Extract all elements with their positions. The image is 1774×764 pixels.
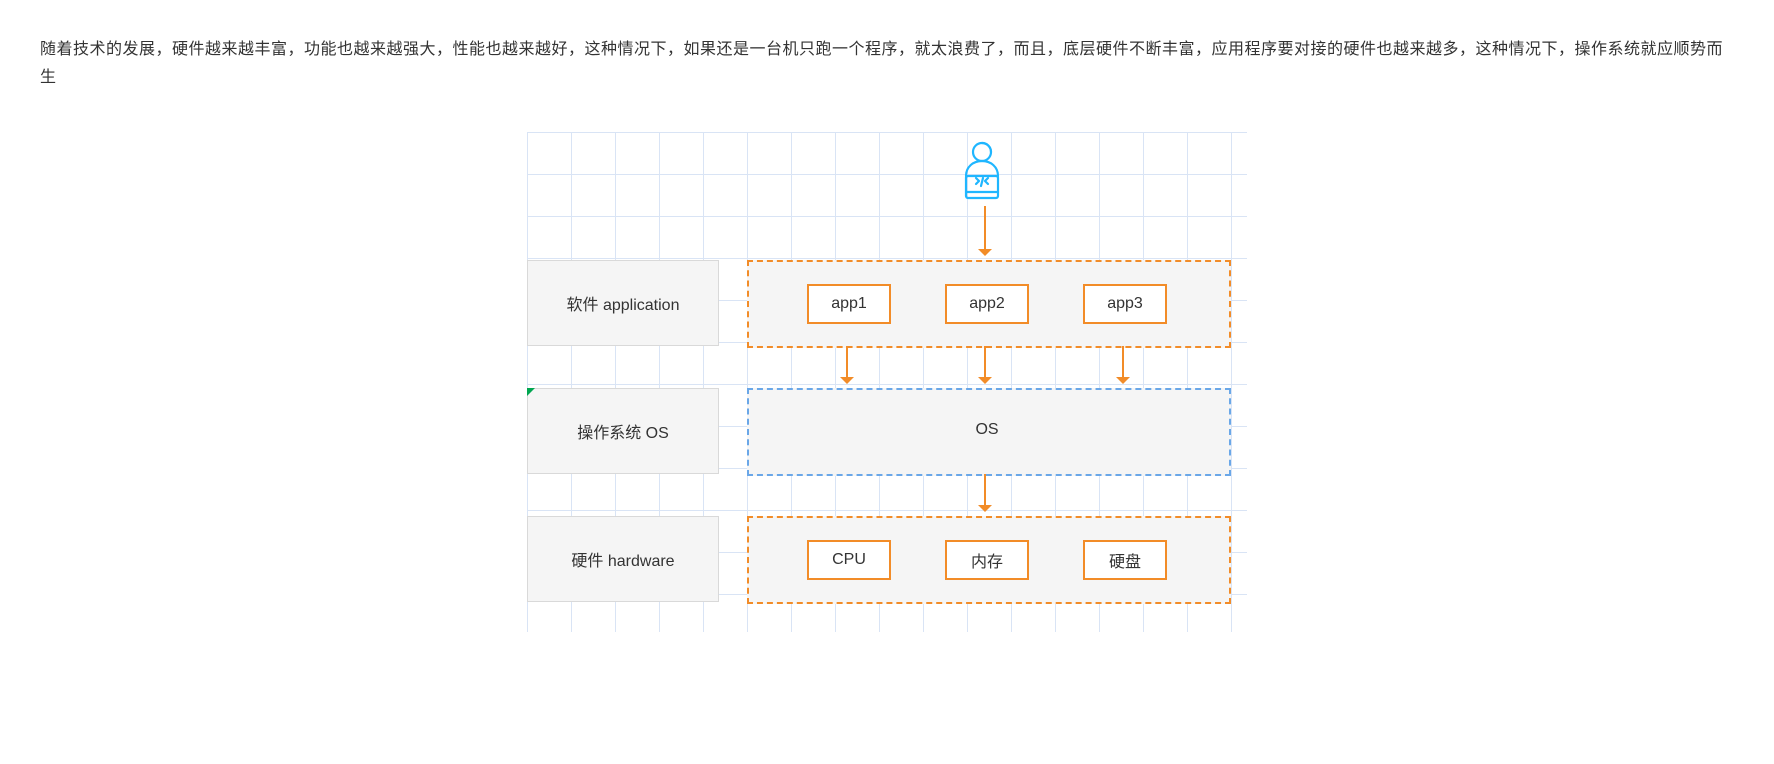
arrow-user-to-apps bbox=[984, 206, 986, 249]
os-layers-diagram: 软件 application 操作系统 OS 硬件 hardware OS ap… bbox=[527, 132, 1247, 632]
app2-box: app2 bbox=[945, 284, 1029, 324]
app2-label: app2 bbox=[969, 295, 1005, 313]
arrowhead-app1-to-os bbox=[840, 377, 854, 384]
arrowhead-app2-to-os bbox=[978, 377, 992, 384]
mem-label: 内存 bbox=[971, 548, 1003, 572]
cpu-box: CPU bbox=[807, 540, 891, 580]
app1-box: app1 bbox=[807, 284, 891, 324]
app1-label: app1 bbox=[831, 295, 867, 313]
os-box-label: OS bbox=[747, 388, 1227, 472]
arrowhead-app3-to-os bbox=[1116, 377, 1130, 384]
mem-box: 内存 bbox=[945, 540, 1029, 580]
row-label-application-text: 软件 application bbox=[567, 291, 680, 315]
row-label-os-text: 操作系统 OS bbox=[577, 419, 669, 443]
arrow-app1-to-os bbox=[846, 346, 848, 377]
arrow-os-to-hw bbox=[984, 474, 986, 505]
disk-box: 硬盘 bbox=[1083, 540, 1167, 580]
arrow-app2-to-os bbox=[984, 346, 986, 377]
row-label-application: 软件 application bbox=[527, 260, 719, 346]
arrowhead-os-to-hw bbox=[978, 505, 992, 512]
row-label-os: 操作系统 OS bbox=[527, 388, 719, 474]
app3-label: app3 bbox=[1107, 295, 1143, 313]
disk-label: 硬盘 bbox=[1109, 548, 1141, 572]
intro-paragraph: 随着技术的发展，硬件越来越丰富，功能也越来越强大，性能也越来越好，这种情况下，如… bbox=[40, 36, 1734, 92]
user-icon bbox=[952, 140, 1012, 202]
app3-box: app3 bbox=[1083, 284, 1167, 324]
row-label-hardware-text: 硬件 hardware bbox=[571, 547, 674, 571]
corner-mark-icon bbox=[527, 388, 535, 396]
arrowhead-user-to-apps bbox=[978, 249, 992, 256]
arrow-app3-to-os bbox=[1122, 346, 1124, 377]
cpu-label: CPU bbox=[832, 551, 866, 569]
row-label-hardware: 硬件 hardware bbox=[527, 516, 719, 602]
